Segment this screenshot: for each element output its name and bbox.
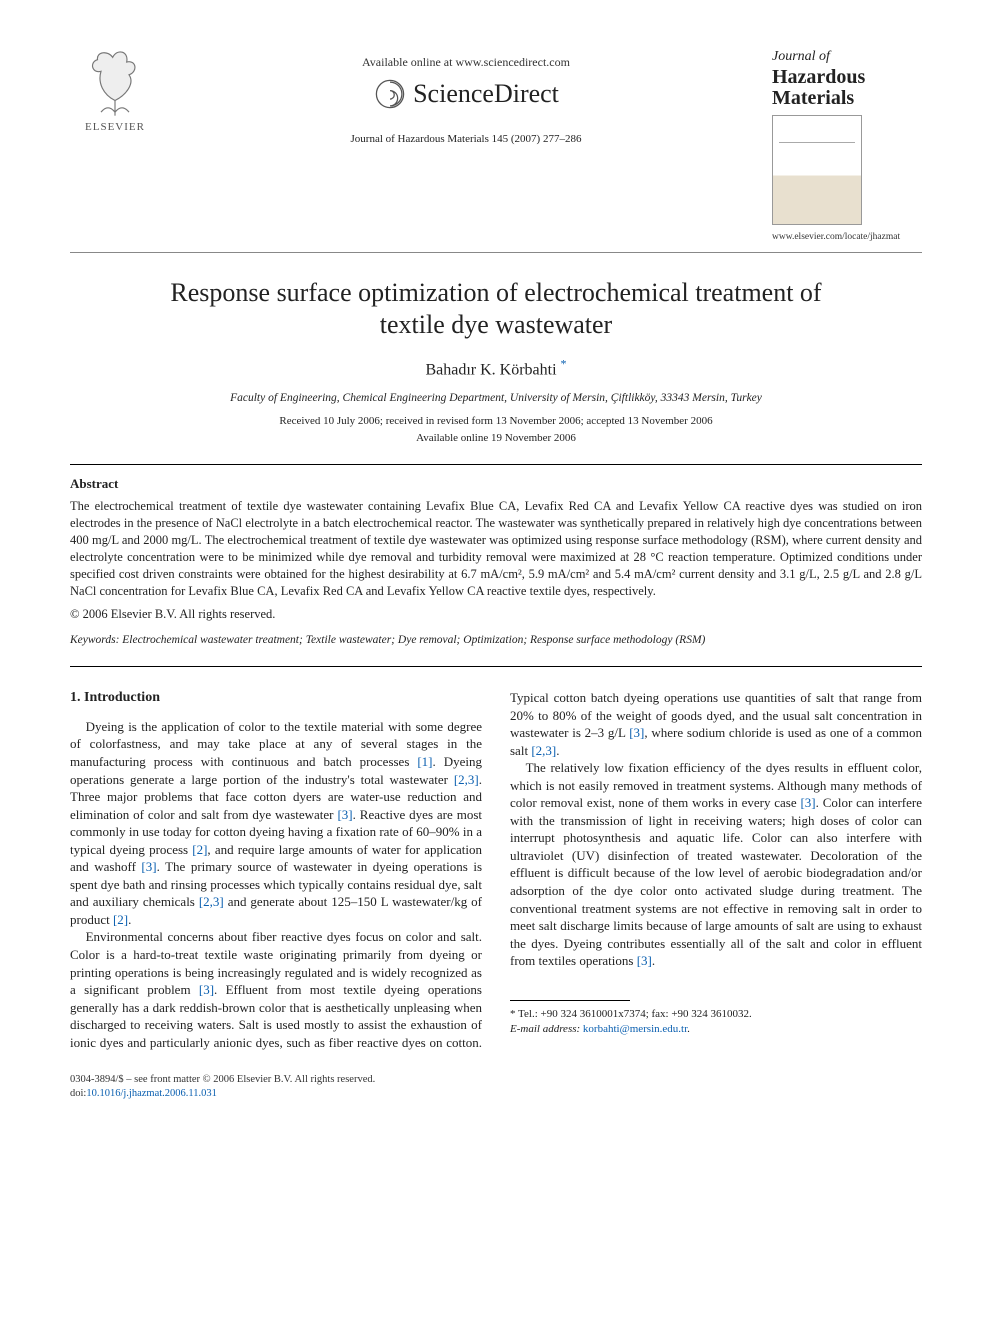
author-line: Bahadır K. Körbahti * <box>70 356 922 381</box>
publisher-name: ELSEVIER <box>85 120 145 135</box>
author-affiliation: Faculty of Engineering, Chemical Enginee… <box>70 391 922 407</box>
author-name: Bahadır K. Körbahti <box>425 361 556 378</box>
intro-para-1: Dyeing is the application of color to th… <box>70 718 482 929</box>
footnote-email-link[interactable]: korbahti@mersin.edu.tr <box>583 1023 687 1035</box>
history-line-1: Received 10 July 2006; received in revis… <box>70 414 922 429</box>
page-footer: 0304-3894/$ – see front matter © 2006 El… <box>70 1073 922 1101</box>
abstract-text: The electrochemical treatment of textile… <box>70 498 922 599</box>
front-matter-line: 0304-3894/$ – see front matter © 2006 El… <box>70 1073 922 1087</box>
doi-line: doi:10.1016/j.jhazmat.2006.11.031 <box>70 1087 922 1101</box>
ref-link-3[interactable]: [3] <box>629 725 644 740</box>
page-header: ELSEVIER Available online at www.science… <box>70 48 922 244</box>
corresponding-author-marker[interactable]: * <box>561 361 567 378</box>
ref-link-3[interactable]: [3] <box>337 807 352 822</box>
ref-link-2-3[interactable]: [2,3] <box>531 743 556 758</box>
journal-name-line2: Materials <box>772 88 922 109</box>
ref-link-2-3[interactable]: [2,3] <box>199 894 224 909</box>
header-center: Available online at www.sciencedirect.co… <box>160 48 772 146</box>
footnote-email-line: E-mail address: korbahti@mersin.edu.tr. <box>510 1022 922 1037</box>
intro-para-3: The relatively low fixation efficiency o… <box>510 759 922 970</box>
available-online-line: Available online at www.sciencedirect.co… <box>160 54 772 70</box>
footnote-email-label: E-mail address: <box>510 1023 580 1035</box>
doi-label: doi: <box>70 1088 86 1099</box>
sciencedirect-text: ScienceDirect <box>413 76 559 111</box>
keywords-label: Keywords: <box>70 634 119 646</box>
abstract-copyright: © 2006 Elsevier B.V. All rights reserved… <box>70 606 922 623</box>
footnote-tel: * Tel.: +90 324 3610001x7374; fax: +90 3… <box>510 1007 922 1022</box>
corresponding-footnote: * Tel.: +90 324 3610001x7374; fax: +90 3… <box>510 1007 922 1037</box>
journal-name-line1: Hazardous <box>772 67 922 88</box>
abstract-top-rule <box>70 464 922 465</box>
ref-link-3[interactable]: [3] <box>199 982 214 997</box>
elsevier-tree-icon <box>80 48 150 118</box>
ref-link-3[interactable]: [3] <box>800 795 815 810</box>
abstract-heading: Abstract <box>70 475 922 493</box>
journal-homepage-url: www.elsevier.com/locate/jhazmat <box>772 231 922 244</box>
ref-link-1[interactable]: [1] <box>417 754 432 769</box>
keywords-line: Keywords: Electrochemical wastewater tre… <box>70 633 922 649</box>
ref-link-2[interactable]: [2] <box>192 842 207 857</box>
sciencedirect-logo: ScienceDirect <box>373 76 559 111</box>
publisher-logo-block: ELSEVIER <box>70 48 160 135</box>
sciencedirect-swirl-icon <box>373 77 407 111</box>
journal-brand-block: Journal of Hazardous Materials www.elsev… <box>772 48 922 244</box>
doi-link[interactable]: 10.1016/j.jhazmat.2006.11.031 <box>86 1088 217 1099</box>
abstract-bottom-rule <box>70 666 922 667</box>
header-rule <box>70 252 922 253</box>
history-line-2: Available online 19 November 2006 <box>70 431 922 446</box>
ref-link-3[interactable]: [3] <box>141 859 156 874</box>
keywords-text: Electrochemical wastewater treatment; Te… <box>119 634 705 646</box>
abstract-block: Abstract The electrochemical treatment o… <box>70 475 922 648</box>
journal-cover-thumbnail <box>772 115 862 225</box>
ref-link-2[interactable]: [2] <box>113 912 128 927</box>
article-title: Response surface optimization of electro… <box>150 277 842 342</box>
journal-of-label: Journal of <box>772 48 922 67</box>
ref-link-2-3[interactable]: [2,3] <box>454 772 479 787</box>
body-columns: 1. Introduction Dyeing is the applicatio… <box>70 689 922 1051</box>
journal-citation: Journal of Hazardous Materials 145 (2007… <box>160 132 772 147</box>
ref-link-3[interactable]: [3] <box>637 953 652 968</box>
section-1-heading: 1. Introduction <box>70 689 482 708</box>
footnote-rule <box>510 1000 630 1001</box>
